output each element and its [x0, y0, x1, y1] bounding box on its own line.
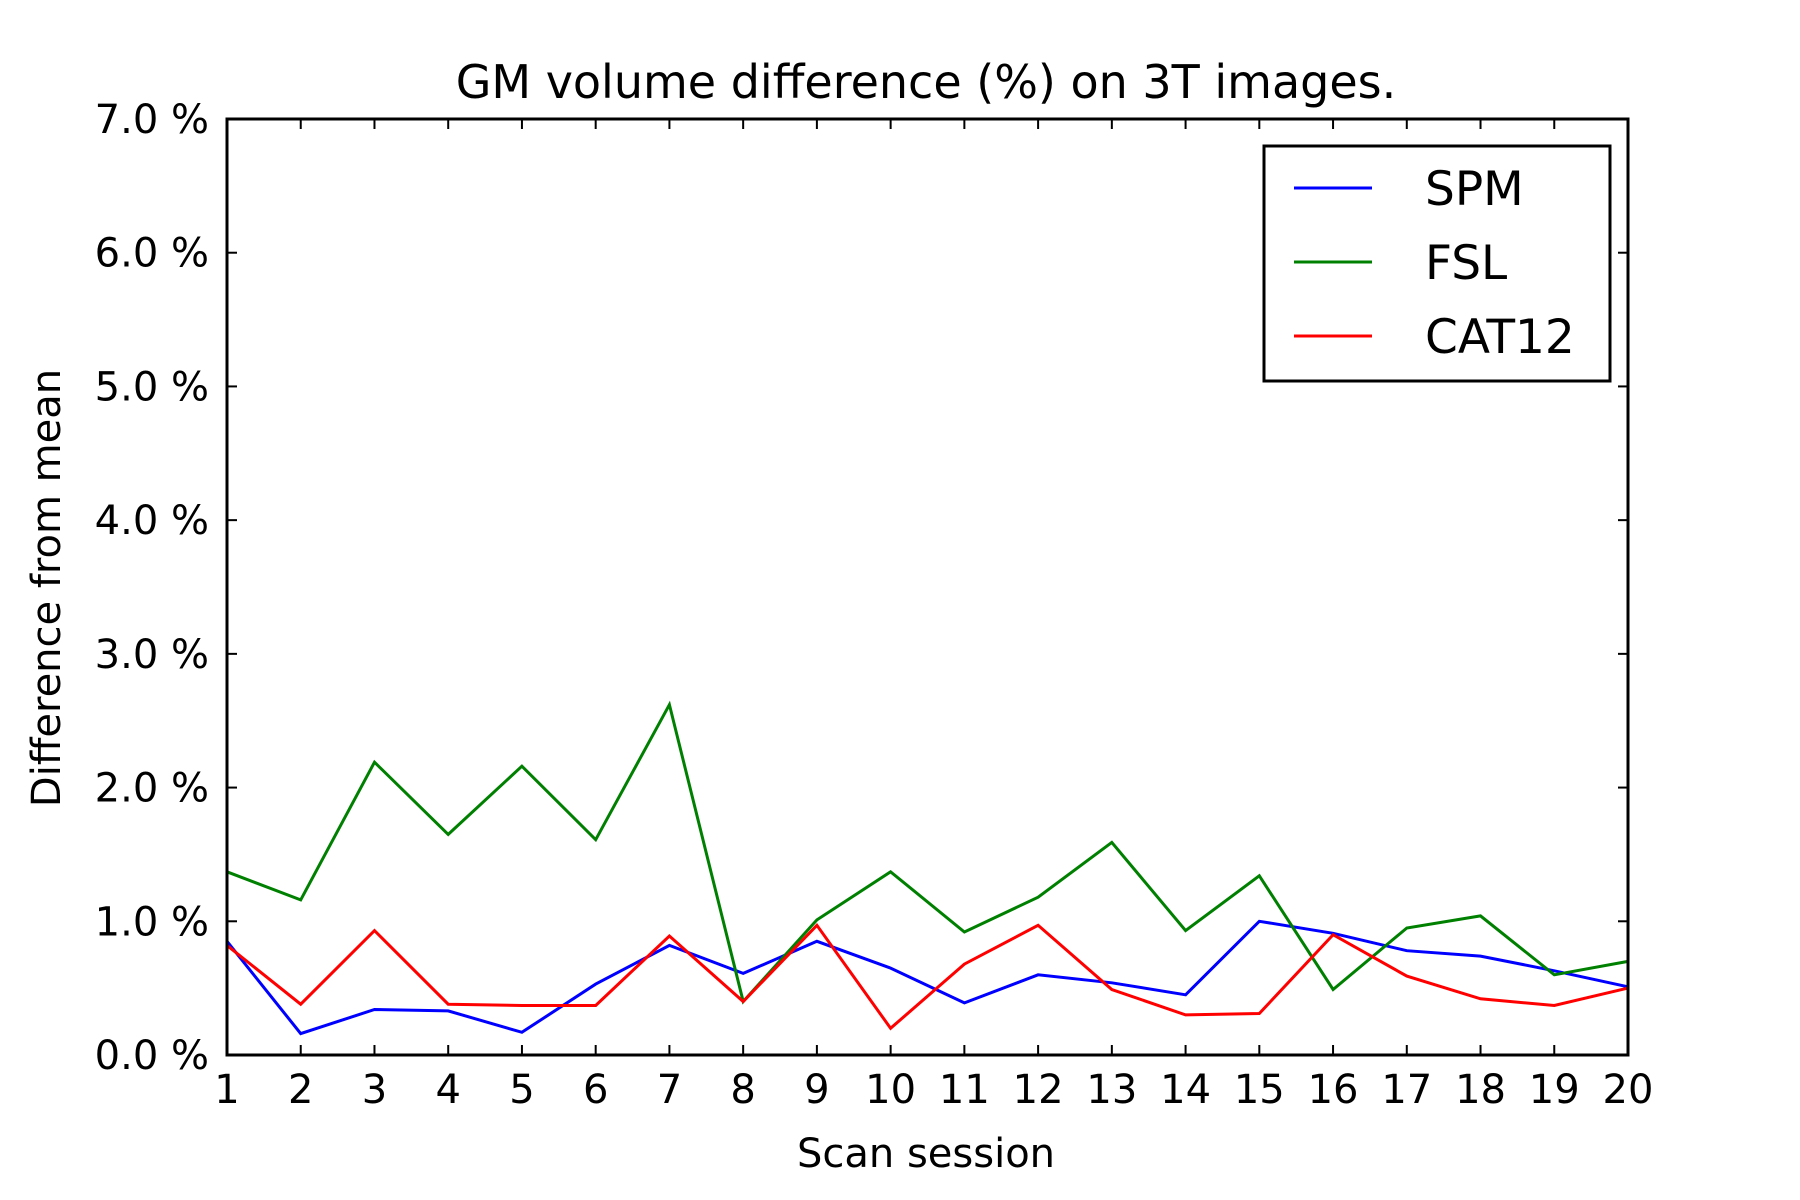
x-tick-label: 2: [288, 1067, 313, 1113]
x-tick-label: 17: [1381, 1067, 1432, 1113]
legend-label-fsl: FSL: [1425, 236, 1507, 291]
x-tick-label: 7: [657, 1067, 682, 1113]
ticks-layer: 0.0 % 1.0 % 2.0 % 3.0 % 4.0 % 5.0 % 6.0 % 7.0 %…: [95, 97, 1654, 1113]
x-tick-label: 9: [804, 1067, 829, 1113]
legend-label-spm: SPM: [1425, 162, 1524, 217]
legend-label-cat12: CAT12: [1425, 310, 1575, 365]
legend: SPM FSL CAT12: [1262, 144, 1612, 383]
x-tick-label: 20: [1603, 1067, 1654, 1113]
x-tick-label: 18: [1455, 1067, 1506, 1113]
x-tick-label: 15: [1234, 1067, 1285, 1113]
series-line-cat12: [226, 922, 1629, 1031]
x-tick-label: 19: [1529, 1067, 1580, 1113]
y-axis-title: Difference from mean: [24, 369, 70, 807]
y-tick-label: 3.0 %: [95, 632, 209, 678]
x-tick-label: 4: [435, 1067, 460, 1113]
x-tick-label: 1: [214, 1067, 239, 1113]
series-line-fsl: [226, 700, 1629, 1005]
x-tick-label: 12: [1013, 1067, 1064, 1113]
x-tick-label: 16: [1308, 1067, 1359, 1113]
y-tick-label: 4.0 %: [95, 498, 209, 544]
x-tick-label: 5: [509, 1067, 534, 1113]
x-tick-label: 14: [1160, 1067, 1211, 1113]
chart-title: GM volume difference (%) on 3T images.: [456, 55, 1397, 109]
y-tick-label: 6.0 %: [95, 231, 209, 277]
x-tick-label: 8: [730, 1067, 755, 1113]
y-tick-label: 2.0 %: [95, 766, 209, 812]
x-tick-label: 6: [583, 1067, 608, 1113]
series-layer: [225, 700, 1629, 1036]
x-tick-label: 13: [1086, 1067, 1137, 1113]
y-tick-label: 0.0 %: [95, 1033, 209, 1079]
y-tick-label: 5.0 %: [95, 364, 209, 410]
y-tick-label: 7.0 %: [95, 97, 209, 143]
x-axis-title: Scan session: [797, 1131, 1055, 1177]
x-tick-label: 11: [939, 1067, 990, 1113]
series-line-spm: [225, 919, 1629, 1036]
plot-area-frame: [225, 117, 1630, 1057]
x-tick-label: 10: [865, 1067, 916, 1113]
y-tick-label: 1.0 %: [95, 899, 209, 945]
x-tick-label: 3: [362, 1067, 387, 1113]
